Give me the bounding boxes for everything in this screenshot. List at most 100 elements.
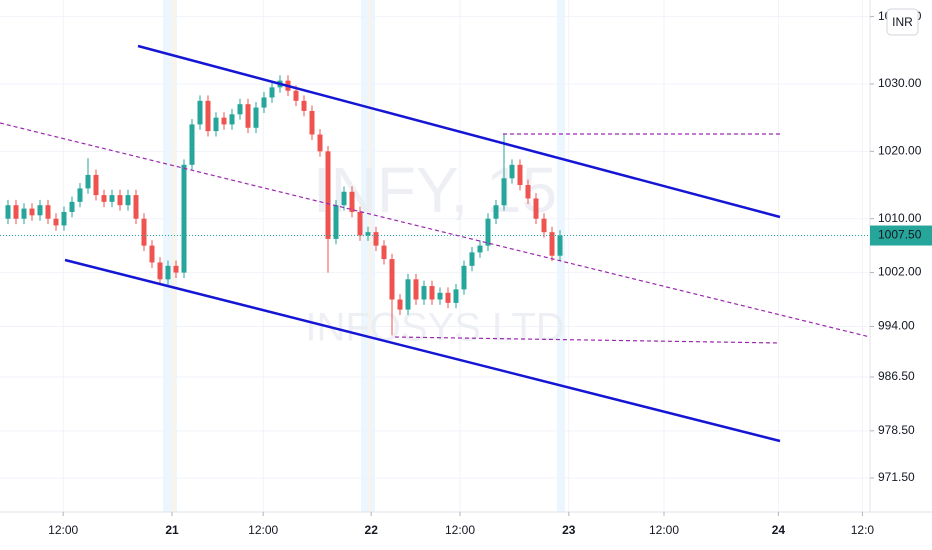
- y-tick-label: 1010.00: [878, 211, 922, 225]
- candle-body: [301, 100, 307, 111]
- session-band: [557, 0, 565, 512]
- candle-body: [413, 279, 419, 300]
- candle-body: [445, 292, 451, 303]
- x-tick-label: 12:00: [445, 523, 475, 537]
- candle-body: [541, 218, 547, 233]
- watermark-symbol: INFY, 15: [313, 154, 557, 226]
- candle-body: [525, 185, 531, 199]
- x-tick-label: 12:0: [851, 523, 875, 537]
- candle-body: [13, 205, 19, 219]
- candle-body: [469, 252, 475, 266]
- x-tick-label: 12:00: [649, 523, 679, 537]
- candle-body: [429, 286, 435, 300]
- x-tick-label: 24: [772, 523, 786, 537]
- candle-body: [157, 262, 163, 280]
- candle-body: [237, 104, 243, 115]
- candle-body: [365, 232, 371, 236]
- y-tick-label: 1002.00: [878, 265, 922, 279]
- watermark-name: INFOSYS LTD: [305, 306, 564, 350]
- x-tick-label: 22: [365, 523, 379, 537]
- session-band: [172, 0, 175, 512]
- session-band: [361, 0, 375, 512]
- candle-body: [293, 90, 299, 101]
- candle-body: [557, 235, 563, 256]
- trend-line: [64, 258, 781, 443]
- x-tick-label: 21: [165, 523, 179, 537]
- axes: 971.50 978.50 986.50 994.00 1002.00 1010.00 10…: [48, 9, 932, 537]
- x-tick-label: 12:00: [248, 523, 278, 537]
- candles: [0, 75, 870, 336]
- candle-body: [37, 205, 43, 216]
- candle-body: [261, 97, 267, 108]
- candle-body: [125, 195, 131, 206]
- candle-body: [101, 195, 107, 202]
- x-tick-label: 12:00: [48, 523, 78, 537]
- candle-body: [437, 292, 443, 300]
- currency-label[interactable]: INR: [892, 15, 913, 29]
- trend-line: [137, 44, 781, 219]
- candle-body: [5, 205, 11, 219]
- candle-body: [53, 218, 59, 226]
- candle-body: [309, 110, 315, 135]
- y-tick-label: 994.00: [878, 319, 915, 333]
- candle-body: [133, 195, 139, 219]
- candle-body: [117, 195, 123, 206]
- candle-body: [405, 279, 411, 310]
- candle-body: [21, 208, 27, 219]
- candle-body: [461, 265, 467, 290]
- candle-body: [397, 299, 403, 310]
- candle-body: [477, 245, 483, 253]
- candle-body: [533, 198, 539, 219]
- y-tick-label: 1020.00: [878, 144, 922, 158]
- candle-body: [165, 265, 171, 280]
- candle-body: [381, 245, 387, 260]
- level-line: [394, 336, 781, 344]
- candle-body: [357, 211, 363, 236]
- candle-body: [61, 211, 67, 226]
- candle-body: [205, 100, 211, 132]
- candle-body: [549, 232, 555, 256]
- candle-body: [85, 174, 91, 189]
- x-tick-label: 23: [562, 523, 576, 537]
- candle-body: [109, 195, 115, 202]
- candle-body: [93, 174, 99, 196]
- drawings: [0, 44, 871, 443]
- candle-body: [517, 164, 523, 186]
- candle-body: [29, 208, 35, 216]
- candle-body: [333, 205, 339, 239]
- candle-body: [173, 265, 179, 273]
- candle-body: [269, 87, 275, 98]
- candle-body: [373, 232, 379, 246]
- currency-badge[interactable]: [886, 8, 919, 36]
- candle-body: [349, 191, 355, 212]
- candle-body: [325, 151, 331, 239]
- candle-body: [197, 100, 203, 125]
- candle-body: [229, 114, 235, 125]
- candle-body: [221, 117, 227, 125]
- candle-body: [77, 188, 83, 202]
- median-line: [0, 122, 871, 338]
- candle-body: [69, 201, 75, 212]
- current-price-box: [870, 225, 932, 246]
- y-tick-label: 978.50: [878, 423, 915, 437]
- candle-body: [141, 218, 147, 246]
- candle-body: [245, 104, 251, 128]
- candle-body: [213, 117, 219, 132]
- candle-body: [501, 178, 507, 206]
- candle-body: [389, 259, 395, 300]
- candle-body: [45, 205, 51, 219]
- y-tick-label: 971.50: [878, 470, 915, 484]
- candle-body: [317, 134, 323, 152]
- candle-body: [341, 191, 347, 206]
- candle-body: [189, 124, 195, 165]
- candle-body: [181, 164, 187, 273]
- candle-body: [493, 205, 499, 219]
- candle-body: [421, 286, 427, 300]
- y-tick-label: 986.50: [878, 369, 915, 383]
- current-price-label: 1007.50: [878, 228, 922, 242]
- candle-body: [253, 107, 259, 128]
- candle-body: [509, 164, 515, 179]
- y-tick-label: 1030.00: [878, 76, 922, 90]
- candle-body: [453, 289, 459, 303]
